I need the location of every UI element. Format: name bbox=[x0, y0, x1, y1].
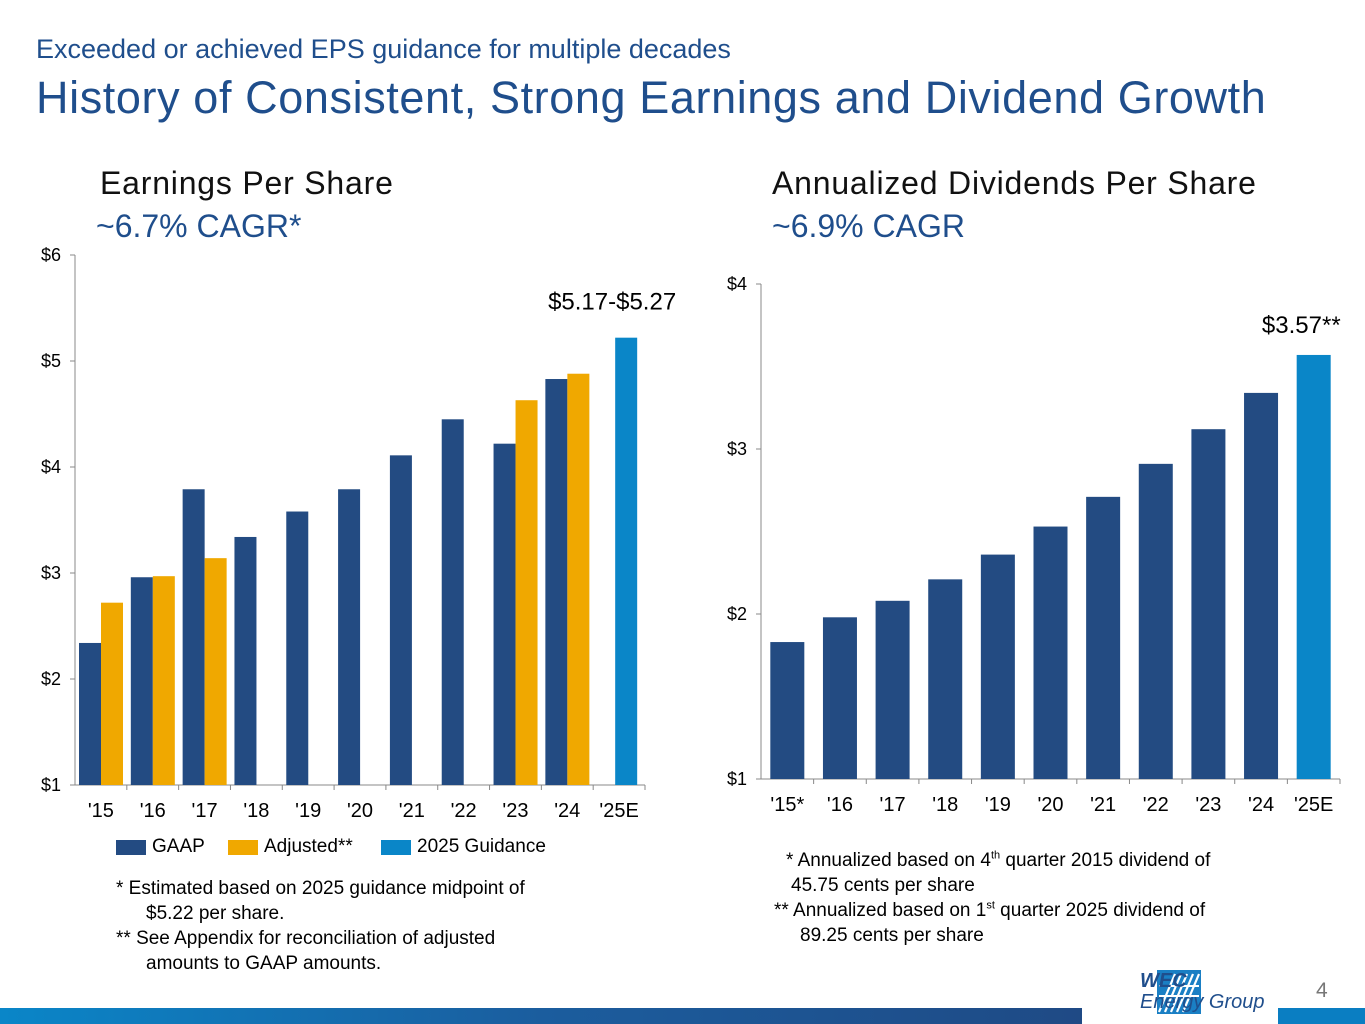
div-bar bbox=[928, 579, 963, 779]
logo-text-energy-group: Energy Group bbox=[1140, 991, 1265, 1013]
eps-bar-adjusted bbox=[152, 576, 175, 785]
div-bar bbox=[1244, 392, 1279, 779]
eps-chart-title: Earnings Per Share bbox=[100, 165, 394, 201]
eps-x-tick-label: '20 bbox=[347, 800, 373, 822]
eps-bar-gaap bbox=[130, 577, 153, 785]
legend-guidance-swatch bbox=[381, 839, 411, 855]
dividend-footnote-2: ** Annualized based on 1st quarter 2025 … bbox=[774, 898, 1205, 923]
logo-text-wec: WEC bbox=[1140, 970, 1187, 992]
div-x-tick-label: '22 bbox=[1143, 794, 1169, 816]
div-x-tick-label: '24 bbox=[1248, 794, 1274, 816]
eps-guidance-annotation: $5.17-$5.27 bbox=[548, 289, 676, 316]
eps-bar-gaap bbox=[286, 511, 309, 785]
eps-chart-cagr: ~6.7% CAGR* bbox=[96, 208, 302, 244]
eps-bar-gaap bbox=[389, 455, 412, 785]
div-x-tick-label: '19 bbox=[985, 794, 1011, 816]
div-annotation: $3.57** bbox=[1262, 312, 1341, 339]
eps-note-1: * Estimated based on 2025 guidance midpo… bbox=[116, 878, 525, 899]
eps-y-tick-label: $1 bbox=[41, 775, 61, 795]
legend-gaap: GAAP bbox=[116, 836, 205, 858]
eps-x-tick-label: '19 bbox=[295, 800, 321, 822]
eps-bar-gaap bbox=[79, 642, 101, 785]
div-bar bbox=[1138, 463, 1173, 779]
page-number: 4 bbox=[1316, 979, 1328, 1002]
div-note-1-pre: * Annualized based on 4 bbox=[786, 850, 991, 871]
legend-adjusted-label: Adjusted** bbox=[264, 836, 353, 857]
div-bar bbox=[822, 617, 857, 779]
div-x-tick-label: '16 bbox=[827, 794, 853, 816]
div-bar bbox=[770, 642, 805, 779]
eps-note-2-cont: amounts to GAAP amounts. bbox=[146, 953, 382, 974]
eps-x-tick-label: '15 bbox=[88, 800, 114, 822]
div-x-tick-label: '20 bbox=[1037, 794, 1063, 816]
div-x-tick-label: '23 bbox=[1195, 794, 1221, 816]
eps-bar-gaap bbox=[234, 536, 257, 785]
div-note-2-post: quarter 2025 dividend of bbox=[994, 900, 1206, 921]
wec-logo-icon bbox=[1157, 970, 1201, 1014]
eps-bar-adjusted bbox=[515, 400, 538, 785]
div-bar bbox=[1191, 429, 1226, 779]
eps-x-tick-label: '17 bbox=[192, 800, 218, 822]
dividend-footnote-1: * Annualized based on 4th quarter 2015 d… bbox=[786, 848, 1210, 873]
div-x-tick-label: '25E bbox=[1294, 794, 1333, 816]
eps-x-tick-label: '22 bbox=[451, 800, 477, 822]
div-bar bbox=[1033, 526, 1068, 779]
div-note-2-pre: ** Annualized based on 1 bbox=[774, 900, 987, 921]
div-x-tick-label: '15* bbox=[770, 794, 804, 816]
eps-bar-adjusted bbox=[567, 373, 590, 785]
eps-note-1-cont: $5.22 per share. bbox=[146, 903, 285, 924]
div-bar bbox=[875, 600, 910, 779]
div-note-1-post: quarter 2015 dividend of bbox=[1000, 850, 1211, 871]
div-y-tick-label: $4 bbox=[727, 274, 747, 294]
eps-x-tick-label: '23 bbox=[502, 800, 528, 822]
eps-x-tick-label: '25E bbox=[599, 800, 638, 822]
eps-footnotes: * Estimated based on 2025 guidance midpo… bbox=[116, 876, 525, 976]
eps-y-tick-label: $4 bbox=[41, 457, 61, 477]
legend-gaap-label: GAAP bbox=[152, 836, 205, 857]
eps-bar-gaap bbox=[441, 419, 464, 785]
div-x-tick-label: '21 bbox=[1090, 794, 1116, 816]
div-x-tick-label: '17 bbox=[880, 794, 906, 816]
eps-x-tick-label: '21 bbox=[399, 800, 425, 822]
eps-x-tick-label: '24 bbox=[554, 800, 580, 822]
eps-bar-gaap bbox=[545, 379, 568, 785]
eps-y-tick-label: $6 bbox=[41, 245, 61, 265]
eps-x-tick-label: '18 bbox=[243, 800, 269, 822]
eps-bar-adjusted bbox=[204, 558, 227, 785]
eps-bar-gaap bbox=[338, 489, 361, 785]
dividend-chart-cagr: ~6.9% CAGR bbox=[772, 208, 965, 244]
legend-adjusted: Adjusted** bbox=[228, 836, 353, 858]
footer-bar bbox=[0, 1008, 1082, 1024]
div-bar bbox=[1296, 354, 1331, 779]
div-x-tick-label: '18 bbox=[932, 794, 958, 816]
div-bar bbox=[1086, 496, 1121, 779]
eps-bar-gaap bbox=[493, 443, 516, 785]
eps-y-tick-label: $3 bbox=[41, 563, 61, 583]
eps-x-tick-label: '16 bbox=[140, 800, 166, 822]
legend-adjusted-swatch bbox=[228, 839, 258, 855]
legend-gaap-swatch bbox=[116, 839, 146, 855]
div-bar bbox=[980, 554, 1015, 779]
div-y-tick-label: $1 bbox=[727, 769, 747, 789]
eps-bar-gaap bbox=[182, 489, 205, 785]
legend-guidance: 2025 Guidance bbox=[381, 836, 546, 858]
eps-y-tick-label: $2 bbox=[41, 669, 61, 689]
eps-bar-adjusted bbox=[101, 602, 123, 785]
eps-note-2: ** See Appendix for reconciliation of ad… bbox=[116, 928, 496, 949]
dividend-footnote-1-cont: 45.75 cents per share bbox=[791, 875, 975, 896]
eps-y-tick-label: $5 bbox=[41, 351, 61, 371]
dividend-footnote-2-cont: 89.25 cents per share bbox=[800, 925, 984, 946]
dividend-chart-title: Annualized Dividends Per Share bbox=[772, 165, 1257, 201]
div-note-1-sup: th bbox=[990, 849, 1001, 862]
slide-title: History of Consistent, Strong Earnings a… bbox=[36, 72, 1267, 123]
div-note-2-sup: st bbox=[986, 899, 995, 912]
eps-bar-guidance bbox=[615, 337, 638, 785]
slide-subtitle: Exceeded or achieved EPS guidance for mu… bbox=[36, 34, 731, 64]
legend-guidance-label: 2025 Guidance bbox=[417, 836, 546, 857]
footer-bar-right bbox=[1278, 1008, 1365, 1024]
div-y-tick-label: $2 bbox=[727, 604, 747, 624]
div-y-tick-label: $3 bbox=[727, 439, 747, 459]
